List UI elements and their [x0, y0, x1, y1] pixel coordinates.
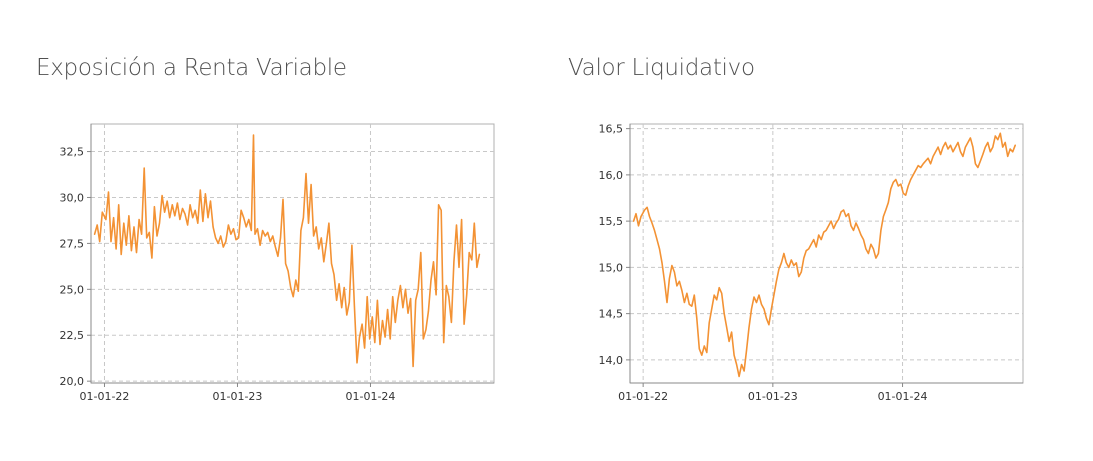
chart-title: Exposición a Renta Variable: [36, 55, 347, 81]
nav-panel: Valor Liquidativo 14,0 14,5 15,0 15,5 16,0 16…: [546, 0, 1093, 461]
x-tick-label: 01-01-24: [878, 390, 928, 403]
y-tick-label: 16,5: [599, 123, 624, 136]
y-tick-label: 20,0: [60, 375, 85, 388]
y-tick-label: 16,0: [599, 169, 624, 182]
y-tick-label: 15,5: [599, 215, 624, 228]
equity-exposure-panel: Exposición a Renta Variable 20,0 22,5 25,0…: [0, 0, 546, 461]
chart-title: Valor Liquidativo: [568, 55, 755, 81]
y-tick-label: 27,5: [60, 237, 85, 250]
equity-exposure-chart: 20,0 22,5 25,0 27,5 30,0 32,5 01-01-22 01-01-23…: [60, 123, 495, 403]
series-line: [632, 132, 1016, 378]
nav-chart: 14,0 14,5 15,0 15,5 16,0 16,5 01-01-22 01-01-23…: [599, 123, 1024, 403]
x-tick-label: 01-01-22: [80, 390, 130, 403]
plot-frame: [629, 123, 1024, 384]
y-tick-label: 14,0: [599, 354, 624, 367]
x-tick-label: 01-01-24: [346, 390, 396, 403]
x-tick-label: 01-01-22: [618, 390, 668, 403]
series-line: [93, 134, 481, 368]
x-tick-label: 01-01-23: [213, 390, 263, 403]
y-tick-label: 25,0: [60, 283, 85, 296]
y-tick-label: 30,0: [60, 191, 85, 204]
y-tick-label: 15,0: [599, 261, 624, 274]
x-tick-label: 01-01-23: [748, 390, 798, 403]
y-tick-label: 14,5: [599, 308, 624, 321]
y-tick-label: 22,5: [60, 329, 85, 342]
y-tick-label: 32,5: [60, 146, 85, 159]
